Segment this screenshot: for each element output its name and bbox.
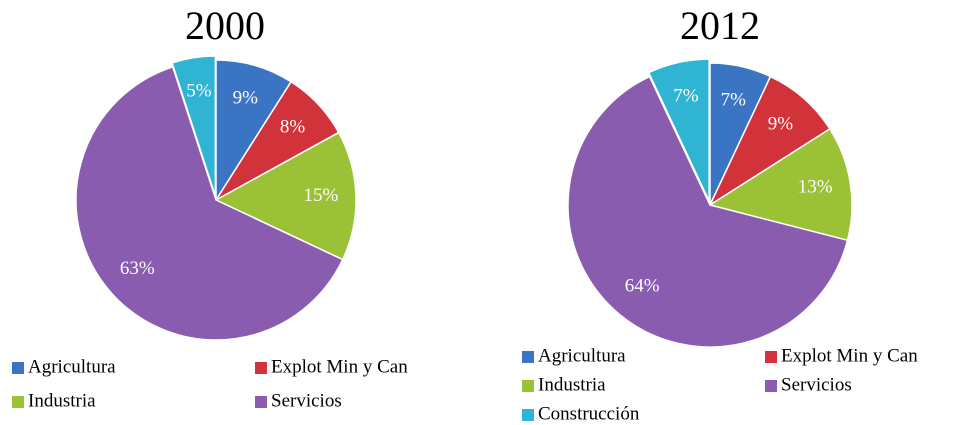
legend-label: Agricultura (28, 356, 116, 377)
pie-slice (171, 55, 217, 197)
legend-label: Servicios (271, 390, 342, 411)
legend-label: Explot Min y Can (781, 345, 918, 366)
data-label: 7% (673, 86, 699, 107)
legend-swatch (12, 362, 24, 374)
data-label: 8% (280, 116, 306, 137)
pie-slice (567, 75, 849, 348)
legend-swatch (765, 380, 777, 392)
pie-slice (708, 127, 853, 242)
chart-title: 2012 (680, 3, 760, 48)
data-label: 63% (120, 258, 155, 279)
legend-label: Industria (538, 374, 606, 395)
legend-label: Agricultura (538, 345, 626, 366)
pie-slice (75, 65, 344, 341)
pie-slice (647, 58, 710, 202)
legend-swatch (522, 380, 534, 392)
legend-swatch (12, 396, 24, 408)
data-label: 64% (625, 275, 660, 296)
legend-swatch (255, 362, 267, 374)
legend-swatch (522, 351, 534, 363)
legend-swatch (255, 396, 267, 408)
legend-label: Explot Min y Can (271, 356, 408, 377)
data-label: 5% (186, 81, 212, 102)
pie-slice (214, 131, 357, 261)
legend-label: Construcción (538, 403, 640, 424)
legend-label: Industria (28, 390, 96, 411)
pie-slice (215, 59, 293, 203)
legend-swatch (765, 351, 777, 363)
data-label: 9% (768, 113, 794, 134)
data-label: 7% (721, 89, 747, 110)
data-label: 13% (798, 177, 833, 198)
legend-label: Servicios (781, 374, 852, 395)
legend-swatch (522, 409, 534, 421)
data-label: 9% (233, 88, 259, 109)
chart-title: 2000 (185, 3, 265, 48)
pie-slice (708, 75, 831, 208)
data-label: 15% (304, 185, 339, 206)
